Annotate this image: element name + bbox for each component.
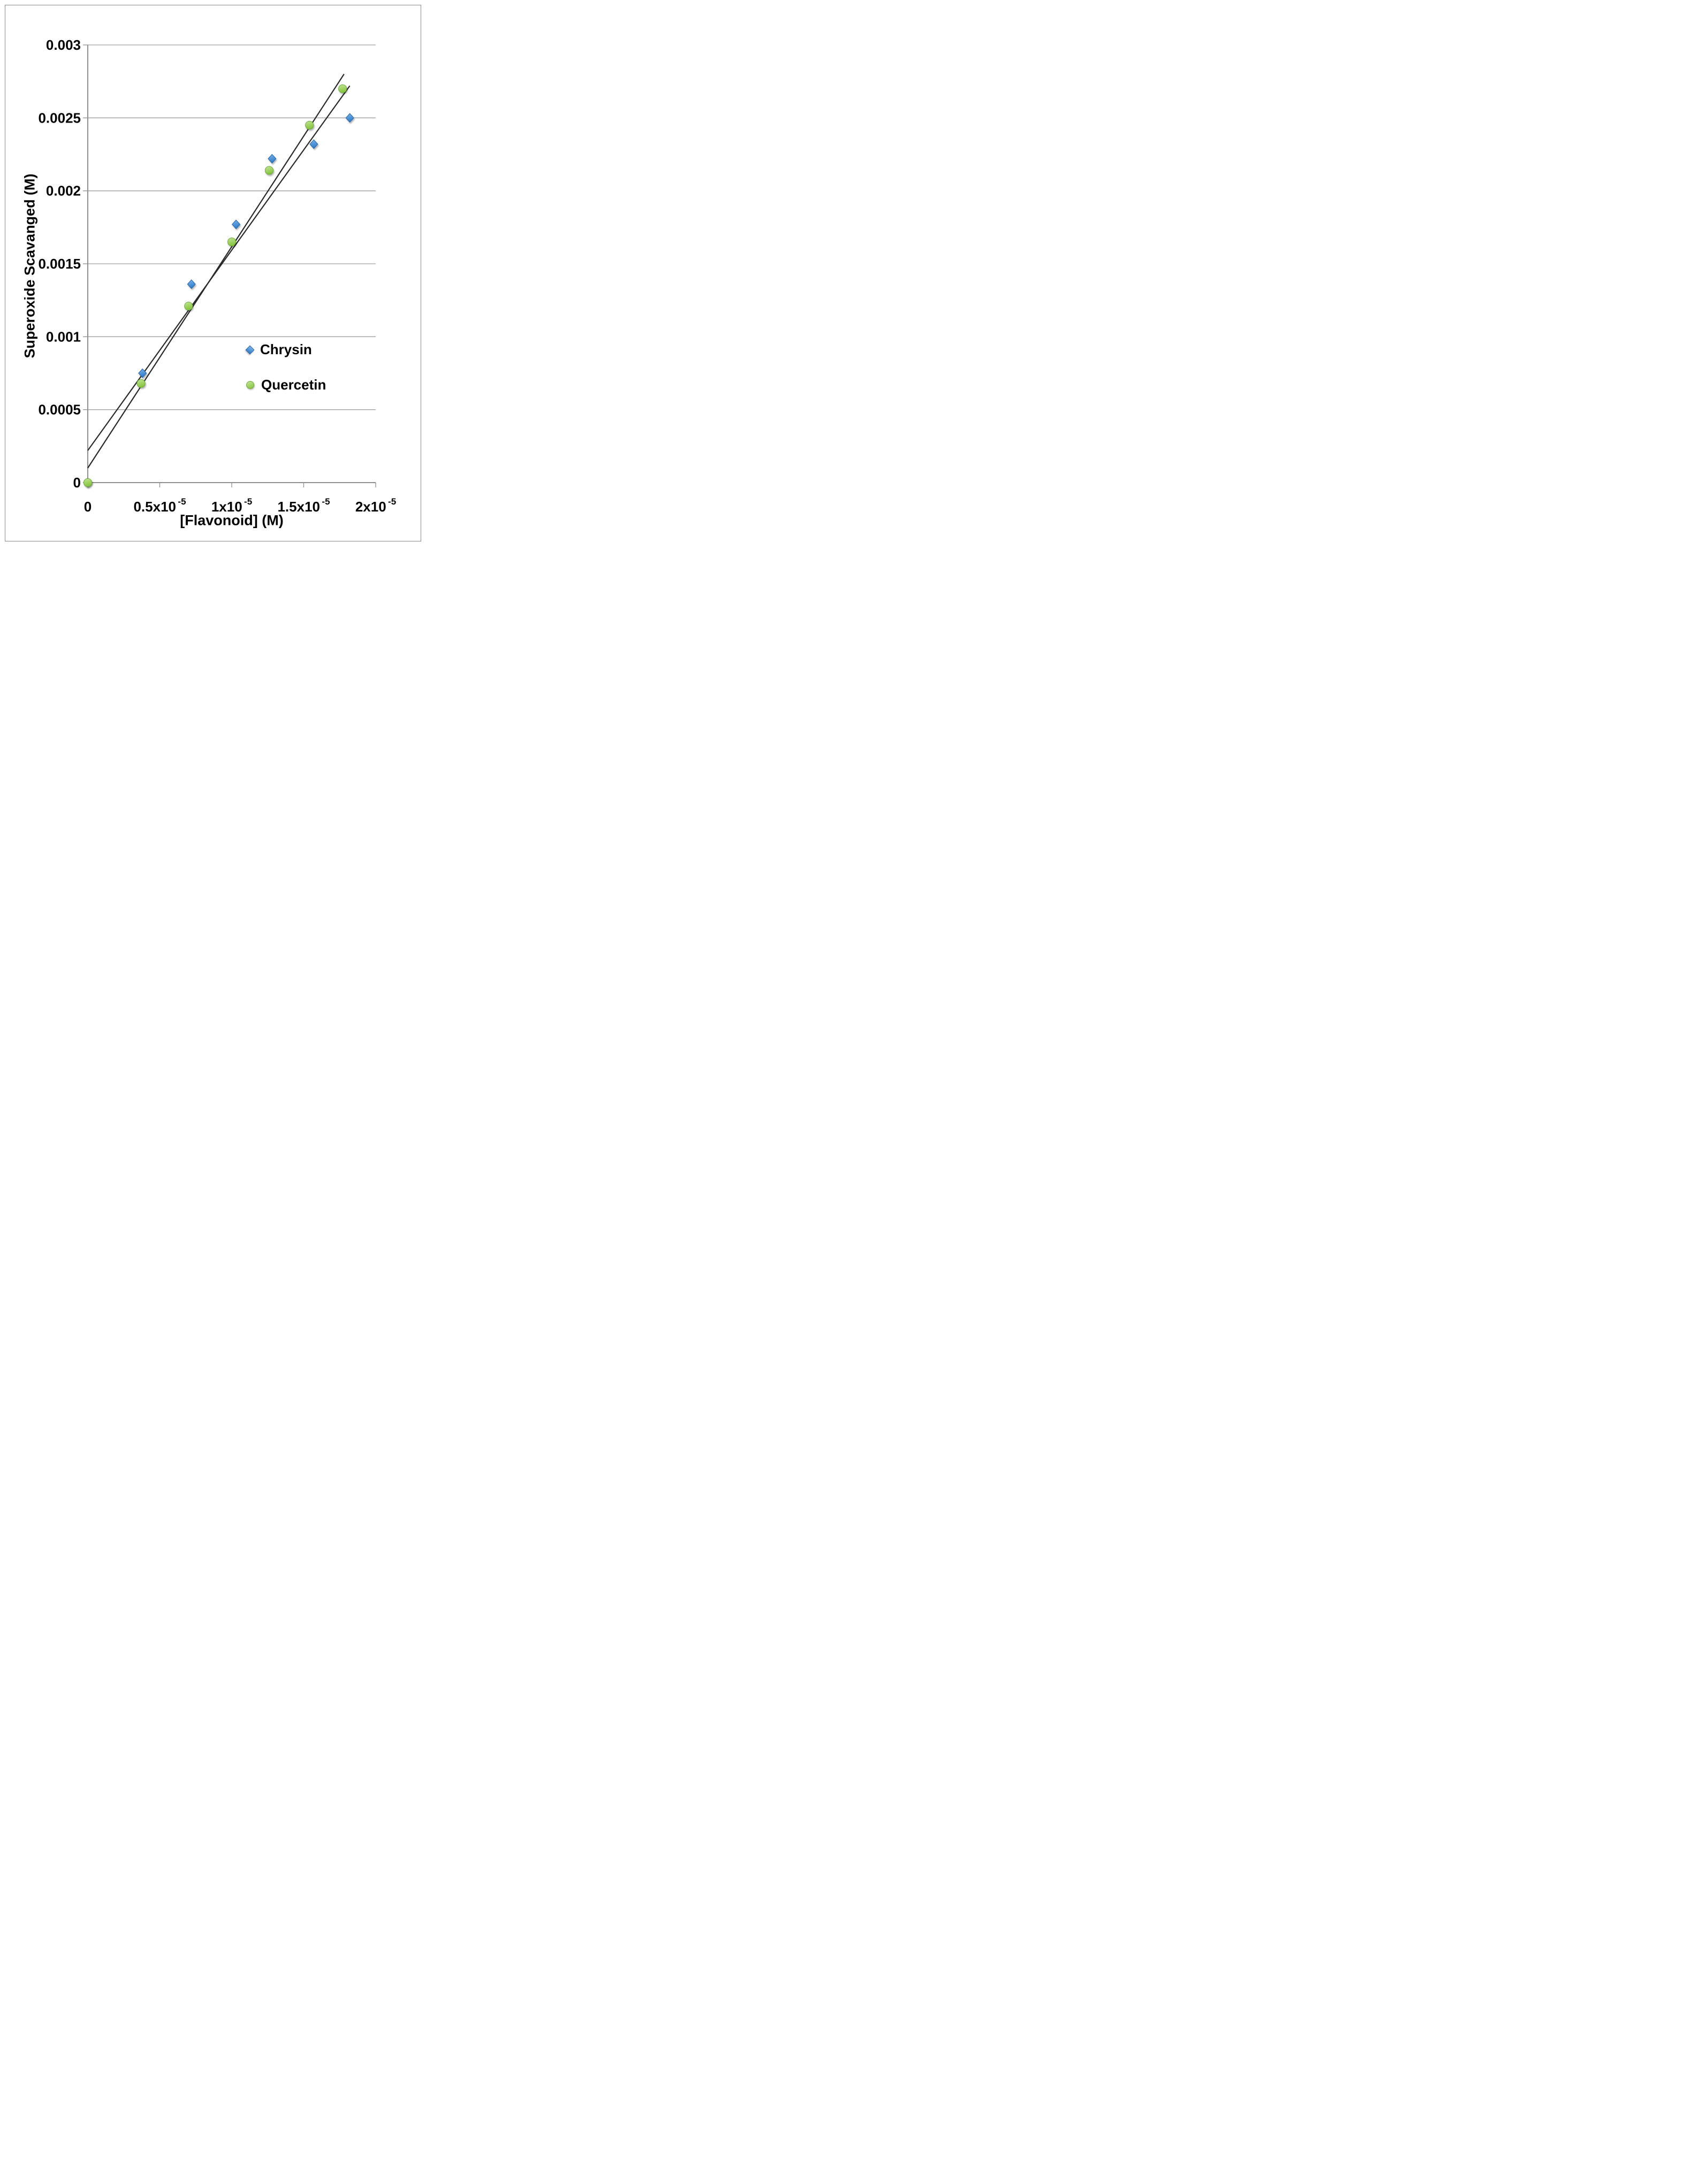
y-tick-label: 0.0015 (38, 256, 81, 272)
data-point-chrysin (187, 279, 196, 289)
x-tick-label: 1.5x10 -5 (277, 497, 330, 515)
chart-frame: 0 0.0005 0.001 0.0015 0.002 0.0025 0.003 0 0.5x1… (5, 5, 421, 541)
data-point-chrysin (231, 219, 241, 230)
data-point-chrysin (268, 154, 277, 164)
x-tick-label: 0.5x10 -5 (133, 497, 186, 515)
y-axis-title: Superoxide Scavanged (M) (21, 173, 38, 358)
y-tick-label: 0.001 (46, 329, 81, 345)
data-point-quercetin (184, 301, 193, 311)
chrysin-diamond-icon (245, 345, 255, 354)
quercetin-circle-icon (246, 381, 254, 389)
trendline-quercetin (87, 73, 345, 469)
data-point-chrysin (345, 113, 354, 123)
x-tick-label: 0 (84, 499, 92, 515)
legend-label-chrysin: Chrysin (260, 341, 312, 357)
y-tick-label: 0.002 (46, 183, 81, 199)
data-point-chrysin (138, 368, 147, 378)
trendline-chrysin (87, 85, 351, 451)
y-tick-label: 0 (73, 475, 81, 491)
data-point-chrysin (309, 139, 318, 149)
data-point-quercetin (136, 379, 146, 388)
y-tick-label: 0.003 (46, 37, 81, 53)
legend-item-chrysin: Chrysin (245, 341, 312, 358)
y-tick-label: 0.0005 (38, 402, 81, 418)
data-point-quercetin (227, 238, 237, 247)
data-point-quercetin (338, 84, 347, 93)
chart-page: 0 0.0005 0.001 0.0015 0.002 0.0025 0.003 0 0.5x1… (0, 0, 426, 546)
legend-label-quercetin: Quercetin (261, 377, 326, 393)
y-tick-label: 0.0025 (38, 110, 81, 126)
data-point-quercetin (305, 120, 314, 130)
chart-canvas: 0 0.0005 0.001 0.0015 0.002 0.0025 0.003 0 0.5x1… (38, 37, 396, 515)
x-tick-label: 2x10 -5 (355, 497, 396, 515)
legend-item-quercetin: Quercetin (246, 377, 326, 393)
x-axis-title: [Flavonoid] (M) (180, 512, 284, 529)
data-point-quercetin (264, 166, 274, 175)
data-point-quercetin (83, 478, 93, 487)
